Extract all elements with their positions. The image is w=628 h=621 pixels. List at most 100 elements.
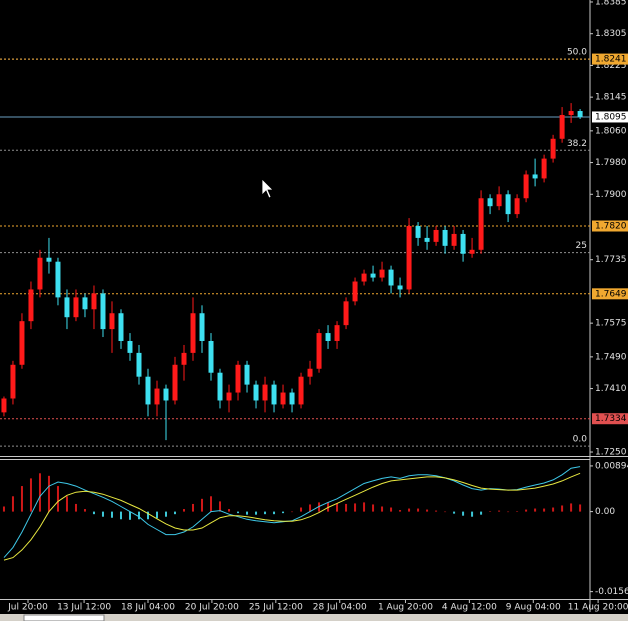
candle-body	[64, 297, 70, 318]
y-tick-label: 0.00894	[595, 461, 628, 471]
histogram-bar	[498, 510, 501, 512]
y-tick-label: 1.8060	[595, 126, 627, 136]
histogram-bar	[471, 511, 474, 517]
candle-body	[37, 257, 43, 290]
histogram-bar	[174, 511, 177, 515]
histogram-bar	[309, 504, 312, 512]
candle-body	[154, 388, 160, 405]
candle-body	[514, 198, 520, 215]
candle-body	[163, 388, 169, 401]
histogram-bar	[507, 511, 510, 513]
candle-body	[172, 364, 178, 401]
histogram-bar	[264, 511, 267, 515]
histogram-bar	[210, 496, 213, 512]
candle-body	[334, 325, 340, 341]
candle-body	[460, 233, 466, 254]
histogram-bar	[399, 510, 402, 512]
macd-line	[3, 472, 581, 561]
histogram-bar	[137, 511, 140, 520]
histogram-bar	[237, 511, 240, 514]
candle-body	[55, 261, 61, 298]
candle-body	[388, 269, 394, 286]
candle-body	[199, 313, 205, 341]
histogram-bar	[462, 511, 465, 516]
candle-body	[415, 226, 421, 238]
histogram-bar	[74, 503, 77, 512]
candle-body	[532, 174, 538, 179]
histogram-bar	[47, 475, 50, 512]
x-tick-label: 18 Jul 04:00	[121, 603, 175, 613]
y-tick-label: 1.7900	[595, 190, 627, 200]
histogram-bar	[453, 511, 456, 514]
candle-body	[271, 384, 277, 405]
candle-body	[442, 229, 448, 246]
histogram-bar	[561, 505, 564, 512]
histogram-bar	[291, 511, 294, 513]
histogram-bar	[444, 511, 447, 513]
candle-body	[325, 333, 331, 341]
candle-body	[100, 293, 106, 330]
candle-body	[28, 289, 34, 322]
candle-body	[397, 285, 403, 290]
candle-body	[478, 198, 484, 250]
candle-body	[541, 158, 547, 179]
fib-level-label: 25	[576, 241, 587, 251]
x-tick-label: 25 Jul 12:00	[249, 603, 303, 613]
tab	[23, 614, 105, 621]
histogram-bar	[426, 509, 429, 512]
histogram-bar	[408, 508, 411, 512]
candle-body	[523, 174, 529, 199]
candle-body	[1, 398, 7, 413]
histogram-bar	[146, 511, 149, 520]
fib-level-label: 50.0	[567, 48, 587, 58]
y-tick-label: 1.7410	[595, 384, 627, 394]
histogram-bar	[345, 503, 348, 512]
candle-body	[19, 321, 25, 365]
price-level-box	[592, 53, 628, 65]
x-tick-label: 4 Aug 12:00	[442, 603, 497, 613]
price-level-box	[592, 288, 628, 300]
x-tick-label: 28 Jul 04:00	[313, 603, 367, 613]
x-tick-label: Jul 20:00	[7, 603, 48, 613]
histogram-bar	[552, 507, 555, 512]
histogram-bar	[246, 511, 249, 515]
y-tick-label: 1.8225	[595, 61, 627, 71]
candle-body	[46, 257, 52, 262]
candle-body	[127, 340, 133, 353]
histogram-bar	[534, 508, 537, 512]
candle-body	[253, 384, 259, 401]
y-tick-label: 1.7250	[595, 448, 627, 458]
histogram-bar	[255, 511, 258, 515]
histogram-bar	[155, 511, 158, 519]
price-level-label: 1.8241	[595, 55, 627, 65]
y-tick-label: 1.7575	[595, 319, 627, 329]
y-tick-label: 1.7490	[595, 352, 627, 362]
candle-body	[145, 376, 151, 405]
histogram-bar	[435, 510, 438, 512]
histogram-bar	[92, 511, 95, 515]
x-tick-label: 13 Jul 12:00	[57, 603, 111, 613]
histogram-bar	[11, 496, 14, 512]
candle-body	[262, 384, 268, 401]
histogram-bar	[128, 511, 131, 520]
candle-body	[235, 364, 241, 393]
price-level-label: 1.7649	[595, 289, 627, 299]
x-tick-label: 9 Aug 04:00	[506, 603, 561, 613]
histogram-bar	[83, 509, 86, 512]
y-tick-label: 0.00	[595, 507, 615, 517]
histogram-bar	[38, 473, 41, 512]
candle-body	[226, 392, 232, 401]
histogram-bar	[417, 508, 420, 512]
histogram-bar	[201, 498, 204, 512]
histogram-bar	[228, 509, 231, 512]
candle-body	[289, 392, 295, 405]
candle-body	[361, 273, 367, 282]
fib-level-label: 0.0	[573, 435, 588, 445]
y-tick-label: 1.7980	[595, 158, 627, 168]
candle-body	[91, 293, 97, 310]
y-tick-label: 1.8385	[595, 0, 627, 7]
y-tick-label: 1.8145	[595, 93, 627, 103]
histogram-bar	[56, 486, 59, 512]
